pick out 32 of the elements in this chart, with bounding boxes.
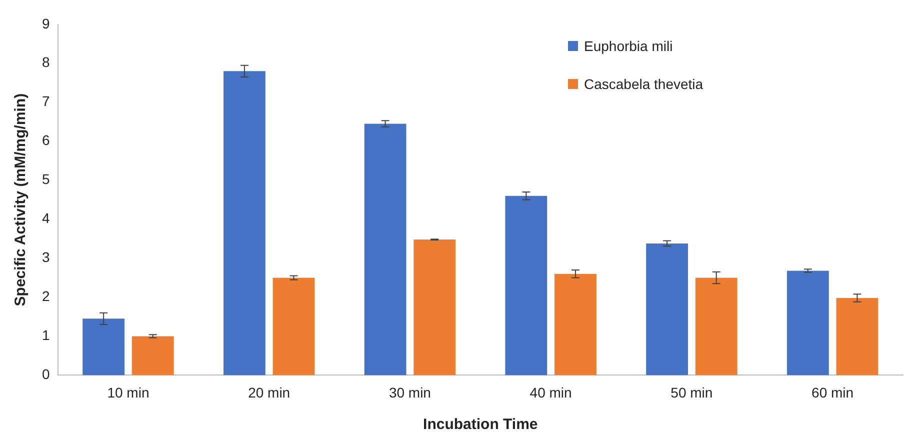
y-tick-label: 9 [42, 15, 50, 32]
y-tick-label: 7 [42, 93, 50, 110]
y-tick-label: 4 [42, 210, 50, 226]
bar [646, 243, 688, 376]
y-tick-label: 8 [42, 54, 50, 70]
legend-label: Euphorbia mili [584, 38, 673, 54]
bar [505, 196, 548, 376]
x-axis-title: Incubation Time [423, 416, 538, 434]
bar [364, 124, 406, 376]
y-tick-label: 5 [42, 171, 50, 188]
x-tick-label: 50 min [670, 384, 713, 400]
bar [836, 298, 878, 376]
x-tick-label: 40 min [530, 384, 572, 400]
bar [414, 240, 456, 376]
bar [82, 318, 125, 376]
x-tick-label: 30 min [388, 384, 431, 400]
legend-label: Cascabela thevetia [584, 76, 704, 92]
y-axis-title: Specific Activity (mM/mg/min) [12, 93, 30, 306]
x-tick-label: 20 min [248, 384, 290, 400]
bar [786, 270, 829, 376]
bar [223, 71, 266, 376]
y-tick-label: 3 [42, 249, 50, 266]
x-tick-label: 60 min [812, 384, 854, 400]
bar [554, 274, 596, 376]
x-tick-label: 10 min [107, 384, 150, 400]
y-tick-label: 2 [42, 288, 50, 304]
y-tick-label: 1 [42, 327, 50, 344]
bar [132, 336, 174, 376]
y-tick-label: 6 [42, 132, 50, 148]
y-tick-label: 0 [42, 366, 50, 382]
bar [272, 278, 315, 376]
bar [695, 278, 738, 376]
